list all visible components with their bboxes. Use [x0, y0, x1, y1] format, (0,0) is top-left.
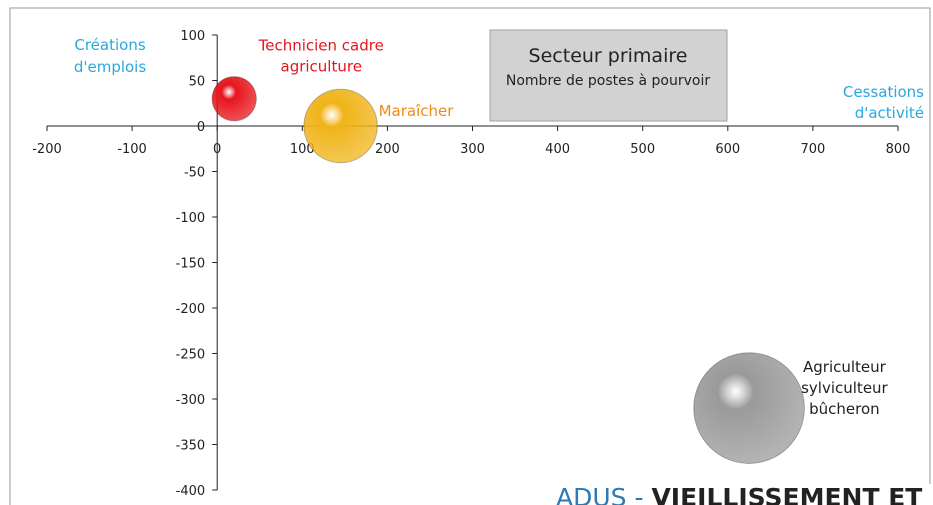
x-tick-label: 500 — [630, 142, 655, 157]
x-tick-label: 700 — [800, 142, 825, 157]
x-tick-label: 0 — [213, 142, 221, 157]
footer: ADUS - VIEILLISSEMENT ET — [556, 483, 922, 505]
y-tick-label: -50 — [184, 166, 205, 181]
chart-title: Secteur primaire — [529, 45, 688, 67]
bubble — [693, 352, 805, 464]
bubble-label: Maraîcher — [379, 102, 455, 120]
bubble-label: sylviculteur — [801, 379, 888, 397]
footer-part: VIEILLISSEMENT ET — [651, 483, 922, 505]
x-tick-label: 100 — [290, 142, 315, 157]
y-tick-label: -350 — [176, 439, 206, 454]
y-tick-label: -100 — [176, 211, 206, 226]
chart-subtitle: Nombre de postes à pourvoir — [506, 73, 710, 89]
x-tick-label: 200 — [375, 142, 400, 157]
x-tick-label: -200 — [32, 142, 62, 157]
x-tick-label: 600 — [715, 142, 740, 157]
y-tick-label: -250 — [176, 348, 206, 363]
x-tick-label: 300 — [460, 142, 485, 157]
y-tick-label: -300 — [176, 393, 206, 408]
x-tick-label: -100 — [117, 142, 147, 157]
footer-bg — [548, 484, 933, 505]
y-tick-label: -200 — [176, 302, 206, 317]
annotation: d'activité — [855, 104, 924, 122]
y-tick-label: -150 — [176, 257, 206, 272]
y-tick-label: -400 — [176, 484, 206, 499]
annotation: Cessations — [843, 83, 924, 101]
footer-part: ADUS - — [556, 483, 651, 505]
annotation: d'emplois — [74, 58, 147, 76]
y-tick-label: 100 — [180, 29, 205, 44]
x-tick-label: 400 — [545, 142, 570, 157]
title-box — [489, 29, 728, 122]
bubble-label: agriculture — [281, 58, 362, 76]
bubble — [211, 76, 257, 122]
bubble-label: bûcheron — [809, 400, 880, 418]
bubble-label: Agriculteur — [803, 358, 887, 376]
y-tick-label: 50 — [189, 75, 206, 90]
x-tick-label: 800 — [886, 142, 911, 157]
bubble — [303, 88, 378, 164]
annotation: Créations — [74, 36, 145, 54]
y-tick-label: 0 — [197, 120, 205, 135]
bubble-label: Technicien cadre — [258, 37, 384, 55]
